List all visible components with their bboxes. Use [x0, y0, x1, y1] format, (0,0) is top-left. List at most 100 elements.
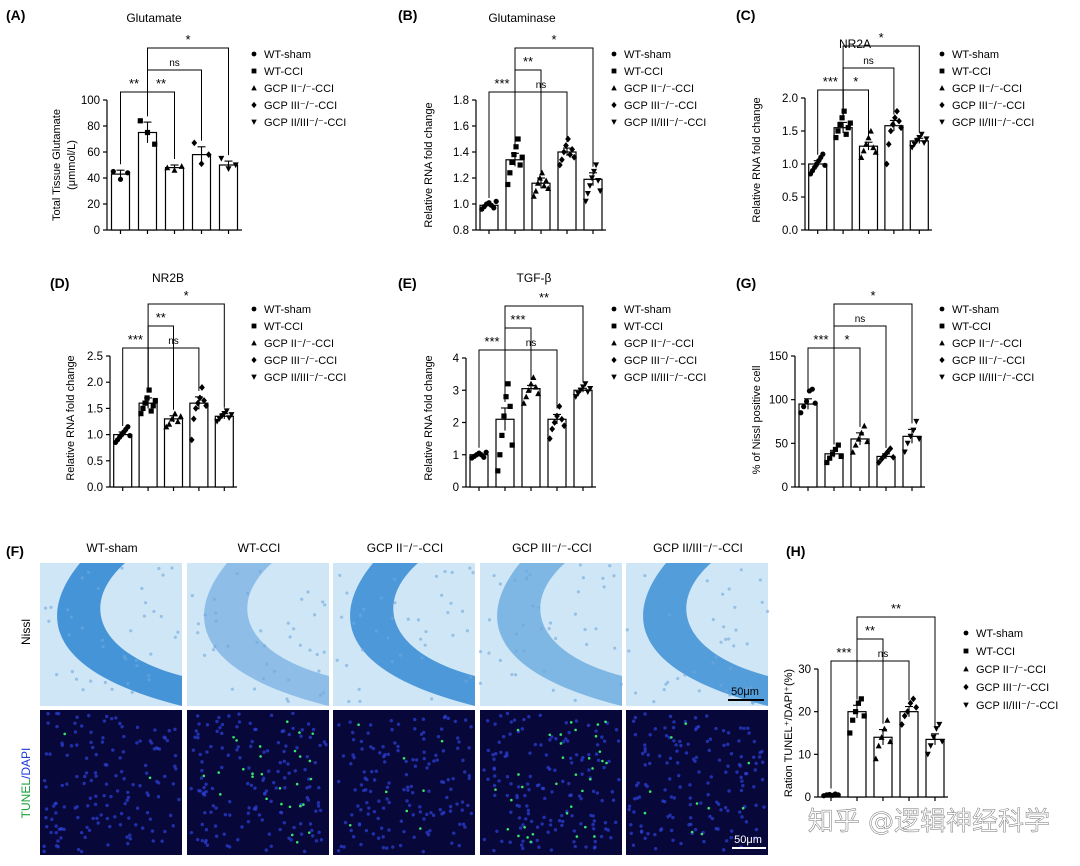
dapi-nucleus: [631, 719, 636, 723]
sig-label-a: **: [156, 76, 166, 91]
data-point-b-3: [561, 148, 567, 156]
dapi-nucleus: [248, 721, 252, 726]
dapi-nucleus: [526, 782, 530, 786]
dapi-nucleus: [539, 743, 543, 747]
data-point-h-3: [910, 695, 917, 703]
dapi-nucleus: [526, 812, 531, 816]
nissl-cell: [308, 648, 312, 652]
tunel-positive-cell: [280, 802, 283, 806]
sig-bracket-d: [147, 303, 225, 408]
nissl-cell: [731, 690, 736, 694]
dapi-nucleus: [308, 785, 312, 789]
dapi-nucleus: [521, 839, 525, 843]
chart-title-e: TGF-β: [517, 271, 552, 285]
tunel-positive-cell: [569, 805, 573, 808]
nissl-cell: [140, 586, 144, 591]
tunel-image-0: [40, 710, 182, 855]
dapi-nucleus: [592, 846, 597, 850]
bar-e-4: [573, 389, 593, 488]
tunel-positive-cell: [148, 776, 152, 780]
data-point-b-2: [543, 177, 550, 184]
dapi-nucleus: [102, 793, 106, 798]
nissl-cell: [478, 681, 483, 685]
dapi-nucleus: [60, 827, 64, 831]
data-point-b-3: [569, 146, 576, 153]
tunel-positive-cell: [298, 755, 302, 758]
nissl-cell: [419, 637, 423, 641]
data-point-c-0: [822, 162, 828, 168]
dapi-nucleus: [79, 830, 84, 835]
dapi-nucleus: [293, 769, 298, 773]
dapi-nucleus: [204, 838, 208, 843]
dapi-nucleus: [705, 714, 709, 718]
sig-label-g: *: [844, 332, 849, 347]
data-point-g-3: [878, 455, 885, 463]
dapi-nucleus: [640, 751, 645, 756]
nissl-cell: [124, 657, 128, 661]
nissl-cell: [110, 687, 114, 691]
nissl-cell: [214, 611, 218, 615]
dapi-nucleus: [428, 829, 432, 833]
dapi-nucleus: [592, 819, 596, 823]
dapi-nucleus: [352, 755, 356, 760]
dapi-nucleus: [274, 786, 278, 790]
tunel-positive-cell: [348, 823, 352, 827]
dapi-nucleus: [318, 808, 323, 813]
dapi-nucleus: [737, 810, 742, 814]
dapi-nucleus: [337, 723, 341, 727]
legend-label-g-4: GCP II/III⁻/⁻-CCI: [952, 372, 1034, 384]
nissl-cell: [724, 637, 728, 641]
dapi-nucleus: [86, 804, 90, 808]
dapi-nucleus: [191, 748, 196, 752]
dapi-nucleus: [595, 743, 600, 747]
dapi-nucleus: [262, 750, 266, 754]
dapi-background: [187, 710, 329, 855]
dapi-nucleus: [635, 796, 639, 800]
dapi-nucleus: [79, 849, 84, 854]
sig-label-d: ***: [128, 332, 143, 347]
dapi-nucleus: [366, 812, 370, 816]
dapi-nucleus: [643, 782, 648, 787]
dapi-nucleus: [280, 729, 284, 734]
nissl-cell: [750, 701, 755, 705]
dapi-nucleus: [360, 747, 364, 751]
dapi-nucleus: [89, 730, 93, 734]
dapi-nucleus: [171, 782, 176, 786]
dapi-nucleus: [648, 733, 652, 737]
dapi-nucleus: [739, 754, 743, 759]
tunel-image-4: [626, 710, 768, 855]
dapi-nucleus: [518, 826, 523, 830]
data-point-d-3: [190, 415, 197, 423]
y-tick-label-d: 1.0: [87, 430, 103, 442]
dapi-nucleus: [163, 829, 167, 834]
dapi-nucleus: [55, 711, 59, 716]
dapi-nucleus: [492, 783, 497, 788]
tunel-positive-cell: [596, 723, 600, 726]
nissl-cell: [524, 569, 528, 573]
legend-label-a-0: WT-sham: [264, 49, 311, 61]
dapi-nucleus: [494, 752, 498, 756]
nissl-cell-layer: [643, 563, 768, 706]
dapi-nucleus: [118, 756, 122, 760]
bar-a-4: [218, 164, 239, 231]
dapi-nucleus: [492, 766, 496, 770]
dapi-nucleus: [389, 718, 393, 723]
dapi-nucleus: [382, 754, 386, 759]
dapi-nucleus: [693, 827, 698, 832]
dapi-nucleus: [317, 786, 321, 790]
legend-marker-h-3: [963, 683, 969, 691]
legend-marker-e-0: [611, 306, 617, 312]
dapi-nucleus: [105, 763, 109, 767]
dapi-nucleus: [708, 814, 712, 819]
legend-label-a-3: GCP III⁻/⁻-CCI: [264, 100, 337, 112]
dapi-nucleus: [383, 760, 387, 764]
dapi-nucleus: [200, 760, 204, 764]
nissl-cell: [602, 585, 606, 589]
data-point-h-4: [927, 743, 934, 749]
data-point-c-1: [839, 115, 845, 121]
nissl-cell: [683, 673, 687, 677]
nissl-cell: [478, 650, 483, 654]
tunel-image-1: [187, 710, 329, 855]
plot-area-c: 0.00.51.01.52.0*** *ns*: [782, 30, 932, 237]
dapi-nucleus: [303, 767, 307, 772]
